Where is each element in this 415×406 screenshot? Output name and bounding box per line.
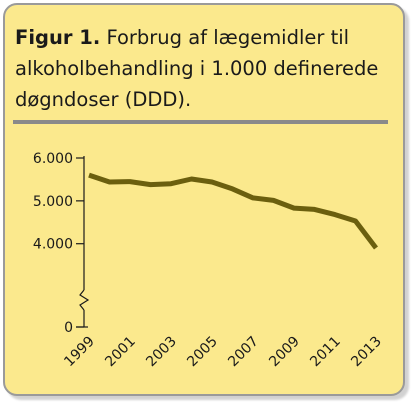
figure-label: Figur 1. (15, 26, 101, 49)
x-tick-label: 2005 (184, 334, 221, 371)
figure-card (3, 3, 405, 396)
y-tick-label: 4.000 (33, 237, 73, 253)
y-tick-label: 0 (64, 320, 73, 336)
series-line (88, 172, 378, 250)
x-tick-label: 2013 (348, 334, 385, 371)
x-tick-label: 2003 (143, 334, 180, 371)
caption-divider (13, 120, 388, 124)
figure-caption-text: Forbrug af lægemidler til alkoholbehandl… (15, 26, 379, 111)
x-tick-label: 2007 (225, 334, 262, 371)
y-tick-label: 5.000 (33, 194, 73, 210)
y-tick-label: 6.000 (33, 151, 73, 167)
x-tick-label: 1999 (61, 334, 98, 371)
x-tick-label: 2011 (307, 334, 344, 371)
figure-caption: Figur 1. Forbrug af lægemidler til alkoh… (15, 22, 395, 115)
y-axis-break (79, 289, 90, 311)
x-tick-label: 2001 (102, 334, 139, 371)
x-tick-label: 2009 (266, 334, 303, 371)
